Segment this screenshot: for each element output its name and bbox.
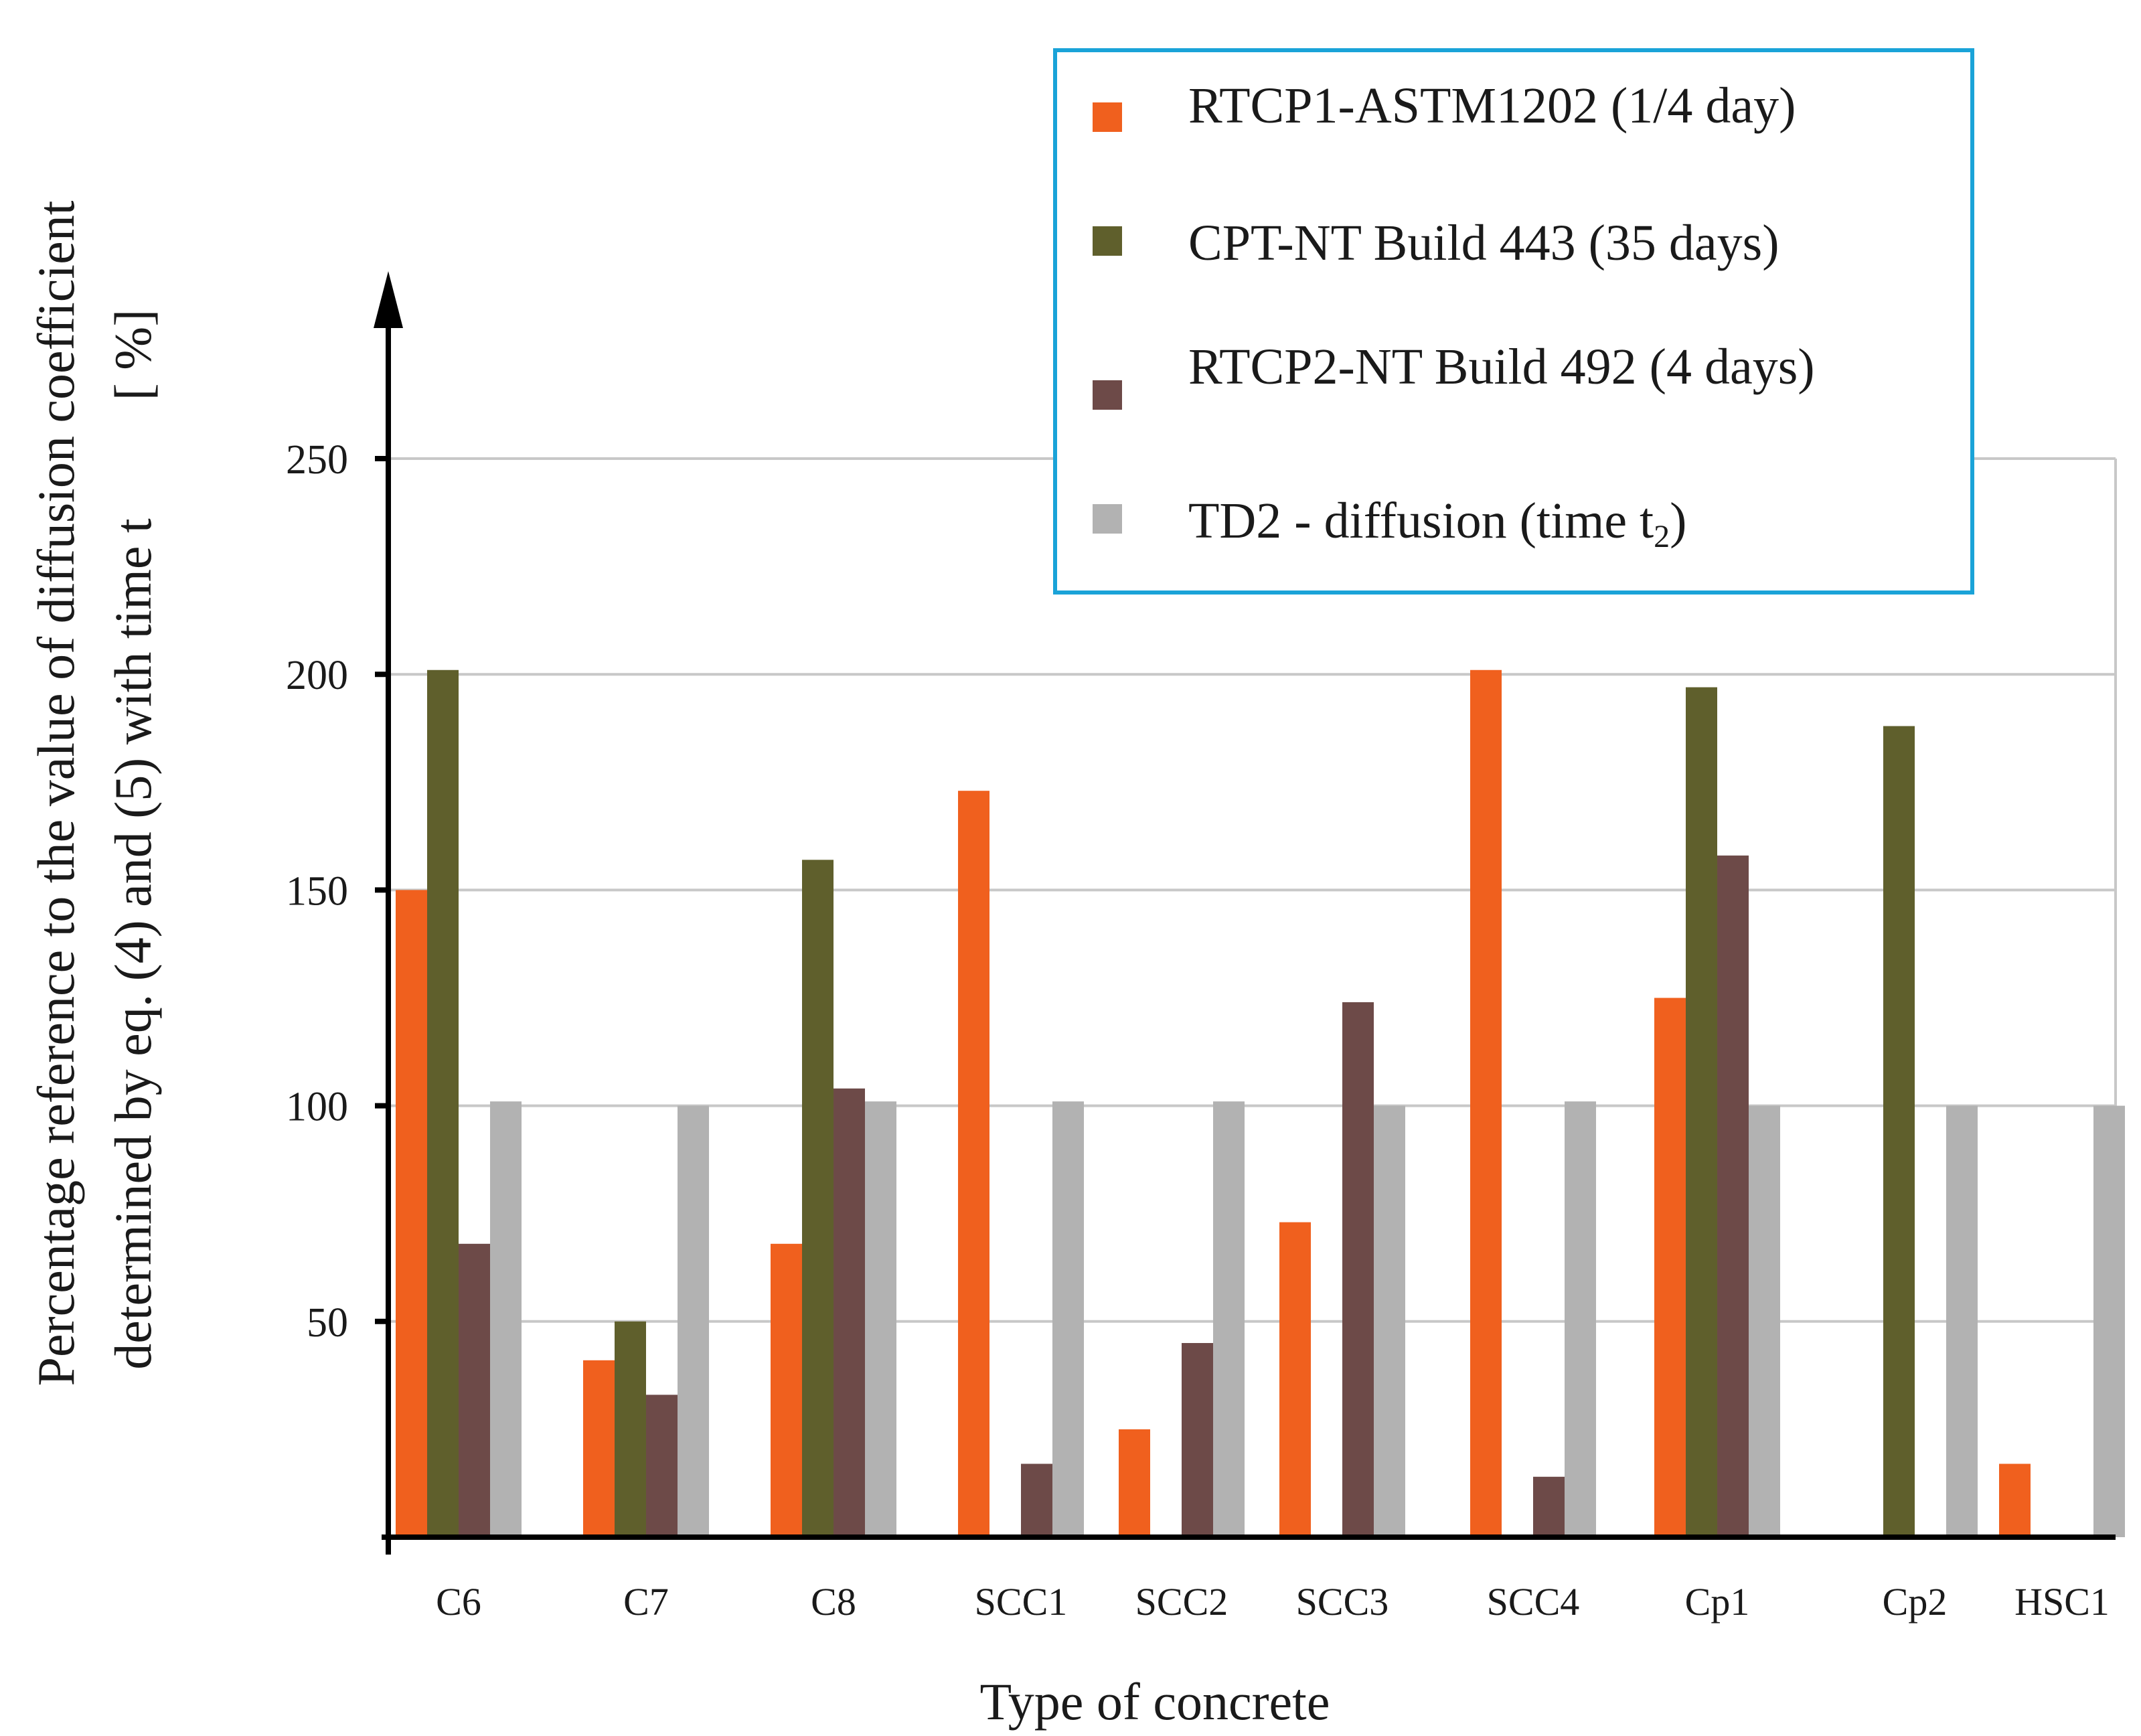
- bar-HSC1-series-4: [2093, 1105, 2125, 1537]
- legend-swatch-4: [1093, 504, 1122, 534]
- bars: [396, 669, 2125, 1537]
- bar-SCC2-series-4: [1213, 1101, 1245, 1537]
- legend-label-2: CPT-NT Build 443 (35 days): [1188, 215, 1779, 271]
- y-tick-label: 50: [307, 1300, 348, 1346]
- legend-swatch-1: [1093, 102, 1122, 132]
- bar-C8-series-1: [771, 1243, 802, 1537]
- x-category-label: Cp1: [1685, 1580, 1750, 1624]
- y-axis-title: Percentage reference to the value of dif…: [27, 200, 85, 1386]
- x-category-label: SCC1: [975, 1580, 1068, 1624]
- x-category-label: C7: [623, 1580, 669, 1624]
- y-tick-label: 250: [286, 437, 348, 483]
- x-category-label: SCC2: [1135, 1580, 1228, 1624]
- bar-Cp1-series-3: [1717, 855, 1749, 1537]
- x-category-label: C8: [811, 1580, 856, 1624]
- bar-C7-series-1: [583, 1360, 615, 1537]
- y-tick-label: 100: [286, 1085, 348, 1130]
- legend-label-text: CPT-NT Build 443 (35 days): [1188, 215, 1779, 271]
- legend: RTCP1-ASTM1202 (1/4 day) CPT-NT Build 443…: [1053, 48, 1974, 595]
- x-category-labels: C6 C7 C8 SCC1 SCC2 SCC3 SCC4 Cp1 Cp2 HSC1: [436, 1580, 2110, 1624]
- bar-C6-series-1: [396, 890, 427, 1537]
- x-category-label: SCC4: [1487, 1580, 1580, 1624]
- bar-SCC1-series-3: [1021, 1464, 1052, 1537]
- legend-swatch-2: [1093, 226, 1122, 256]
- bar-C8-series-3: [834, 1088, 865, 1537]
- y-axis-arrowhead: [374, 271, 403, 328]
- bar-C7-series-2: [615, 1321, 646, 1537]
- gridlines: [388, 457, 2117, 1537]
- bar-SCC3-series-1: [1279, 1222, 1311, 1537]
- bar-C6-series-2: [427, 669, 459, 1537]
- legend-label-tail: ): [1670, 493, 1686, 549]
- bar-SCC2-series-1: [1119, 1429, 1150, 1537]
- x-category-label: SCC3: [1296, 1580, 1389, 1624]
- bar-SCC3-series-3: [1342, 1002, 1374, 1537]
- bar-SCC4-series-4: [1565, 1101, 1596, 1537]
- bar-C7-series-4: [678, 1105, 709, 1537]
- axes: [374, 271, 2116, 1555]
- legend-frame: [1053, 48, 1974, 595]
- bar-C8-series-4: [865, 1101, 896, 1537]
- bar-C6-series-4: [490, 1101, 522, 1537]
- bar-SCC2-series-3: [1182, 1343, 1213, 1537]
- y-axis-title-line1: Percentage reference to the value of dif…: [27, 200, 85, 1386]
- x-category-label: HSC1: [2014, 1580, 2110, 1624]
- bar-SCC4-series-1: [1470, 669, 1502, 1537]
- bar-Cp1-series-4: [1749, 1105, 1780, 1537]
- bar-SCC1-series-1: [958, 791, 989, 1537]
- bar-SCC1-series-4: [1052, 1101, 1084, 1537]
- x-category-label: C6: [436, 1580, 481, 1624]
- y-tick-label: 200: [286, 653, 348, 698]
- bar-C6-series-3: [459, 1243, 490, 1537]
- bar-Cp1-series-2: [1686, 687, 1717, 1537]
- x-category-label: Cp2: [1883, 1580, 1948, 1624]
- x-axis-title: Type of concrete: [980, 1672, 1330, 1731]
- y-axis-title-line2: determined by eq. (4) and (5) with time …: [104, 518, 162, 1370]
- bar-C7-series-3: [646, 1395, 678, 1537]
- y-axis-title-2: determined by eq. (4) and (5) with time …: [104, 309, 162, 1370]
- y-ticks: 50 100 150 200 250: [286, 437, 388, 1346]
- legend-label-4: TD2 - diffusion (time t2): [1188, 493, 1686, 554]
- legend-swatch-3: [1093, 380, 1122, 410]
- bar-Cp2-series-4: [1946, 1105, 1978, 1537]
- y-tick-label: 150: [286, 868, 348, 914]
- bar-SCC4-series-3: [1533, 1476, 1565, 1537]
- legend-label-1: RTCP1-ASTM1202 (1/4 day): [1188, 78, 1796, 134]
- legend-label-subscript: 2: [1654, 519, 1670, 554]
- bar-HSC1-series-1: [1999, 1464, 2031, 1537]
- bar-SCC3-series-4: [1374, 1105, 1405, 1537]
- bar-Cp2-series-2: [1883, 726, 1915, 1537]
- legend-label-3: RTCP2-NT Build 492 (4 days): [1188, 339, 1815, 395]
- y-axis-unit: [ %]: [104, 309, 162, 400]
- legend-label-text: RTCP1-ASTM1202 (1/4 day): [1188, 78, 1796, 134]
- bar-Cp1-series-1: [1654, 998, 1686, 1537]
- legend-label-text: RTCP2-NT Build 492 (4 days): [1188, 339, 1815, 395]
- bar-C8-series-2: [802, 860, 834, 1537]
- y-axis-title-line2-text: determined by eq. (4) and (5) with time …: [104, 518, 162, 1370]
- legend-label-text: TD2 - diffusion (time t: [1188, 493, 1654, 549]
